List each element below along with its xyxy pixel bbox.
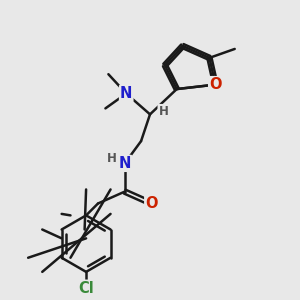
Text: O: O <box>145 196 158 211</box>
Text: Cl: Cl <box>78 281 94 296</box>
Text: H: H <box>107 152 117 165</box>
Text: N: N <box>118 156 131 171</box>
Text: O: O <box>209 77 222 92</box>
Text: H: H <box>158 105 168 118</box>
Text: N: N <box>120 86 132 101</box>
